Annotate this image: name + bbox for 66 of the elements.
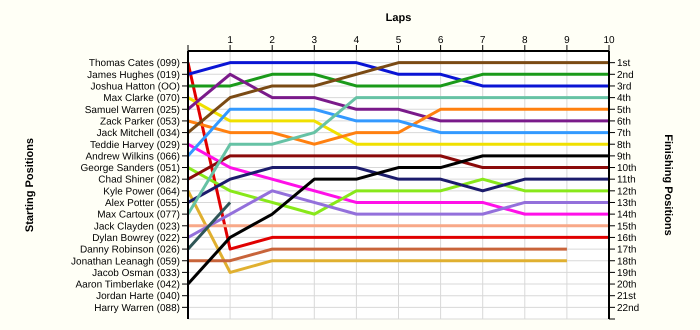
category-label: George Sanders (051) [80,163,180,174]
line-series [188,166,609,216]
line-series [188,72,609,122]
category-label: Thomas Cates (099) [88,58,180,70]
x-tick-label: 8 [522,35,528,46]
category-label: Danny Robinson (026) [80,244,180,256]
y-tick-label: 9th [617,151,631,162]
y-axis-title: Finishing Positions [662,134,674,236]
line-series [188,189,609,239]
y-tick-label: 3rd [617,82,632,93]
y-tick-label: 11th [617,174,636,186]
y-tick-label: 20th [617,280,636,291]
category-label: Chad Shiner (082) [98,174,180,186]
category-label: Jacob Osman (033) [92,268,180,279]
category-label: Samuel Warren (025) [84,104,180,116]
y-tick-label: 13th [617,198,636,210]
y-tick-label: 4th [617,93,631,104]
category-label: Aaron Timberlake (042) [76,280,180,291]
category-label: Jordan Harte (040) [96,291,180,302]
x-tick-label: 3 [312,35,318,46]
y-tick-label: 21st [617,291,636,302]
x-tick-label: 10 [603,35,615,46]
category-label: Harry Warren (088) [94,302,180,314]
text: Starting Positions [24,138,36,232]
x-tick-label: 1 [227,35,234,46]
line-series [188,166,609,204]
y-tick-label: 14th [617,210,636,221]
category-label: James Hughes (019) [87,70,180,81]
y-tick-label: 5th [617,104,631,116]
category-label: Max Clarke (070) [103,93,180,104]
category-label: Jack Clayden (023) [94,221,180,232]
x-tick-label: 4 [354,35,360,46]
category-label: Teddie Harvey (029) [90,140,180,151]
category-label: Zack Parker (053) [100,116,180,128]
x-axis-title: Laps [384,12,412,24]
line-series [188,108,609,158]
y-tick-label: 8th [617,140,631,151]
category-label: Jack Mitchell (034) [96,128,180,140]
y-tick-label: 12th [617,186,636,198]
y-tick-label: 22nd [617,302,640,314]
y-tick-label: 18th [617,256,636,268]
y-tick-label: 16th [617,232,636,244]
y-tick-label: 1st [617,58,631,70]
y-tick-label: 10th [617,163,636,174]
y-tick-label: 15th [617,221,636,232]
line-series [188,96,609,216]
category-label: Kyle Power (064) [103,186,180,198]
y-tick-label: 17th [617,244,636,256]
x-tick-label: 2 [269,35,276,46]
x-tick-label: 6 [438,35,444,46]
category-label: Andrew Wilkins (066) [86,151,180,162]
category-label: Alex Potter (055) [104,198,180,210]
line-series [188,108,609,146]
x-tick-label: 5 [396,35,402,46]
y-tick-label: 19th [617,268,636,279]
category-label: Jonathan Leanagh (059) [71,256,180,268]
y-tick-label: 6th [617,116,631,128]
line-series [188,61,609,134]
category-label: Dylan Bowrey (022) [92,232,180,244]
x-tick-label: 7 [480,35,486,46]
y-tick-label: 2nd [617,70,634,81]
x-tick-label: 9 [564,35,570,46]
y-tick-label: 7th [617,128,631,140]
category-label: Joshua Hatton (OO) [90,82,180,93]
category-label: Max Cartoux (077) [97,210,180,221]
line-series [188,142,609,216]
